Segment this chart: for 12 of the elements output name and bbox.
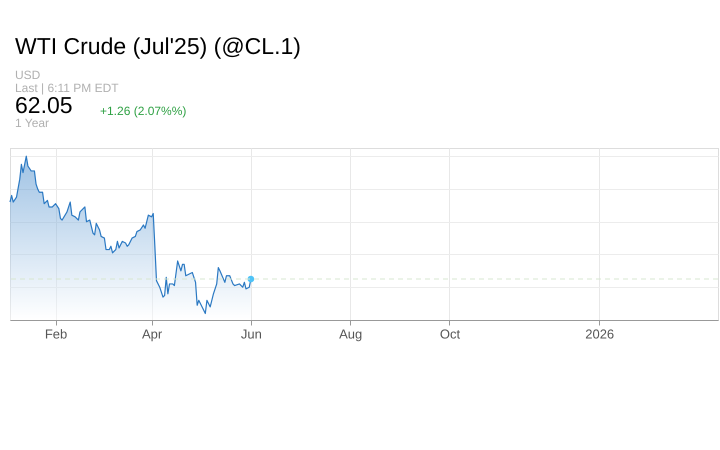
chart-title: WTI Crude (Jul'25) (@CL.1) <box>15 33 301 59</box>
x-tick-label: Aug <box>339 326 362 342</box>
text: +1.26 (2.07%%) <box>100 104 186 118</box>
text: 1 Year <box>15 116 50 130</box>
x-tick-label: Jun <box>240 326 262 342</box>
x-tick-label: Apr <box>142 326 163 342</box>
text: 62.05 <box>15 92 73 118</box>
text: USD <box>15 68 41 82</box>
x-tick-label: 2026 <box>585 326 614 342</box>
text: Last | 6:11 PM EDT <box>15 81 120 95</box>
x-tick-label: Oct <box>440 326 460 342</box>
x-tick-label: Feb <box>44 326 68 342</box>
